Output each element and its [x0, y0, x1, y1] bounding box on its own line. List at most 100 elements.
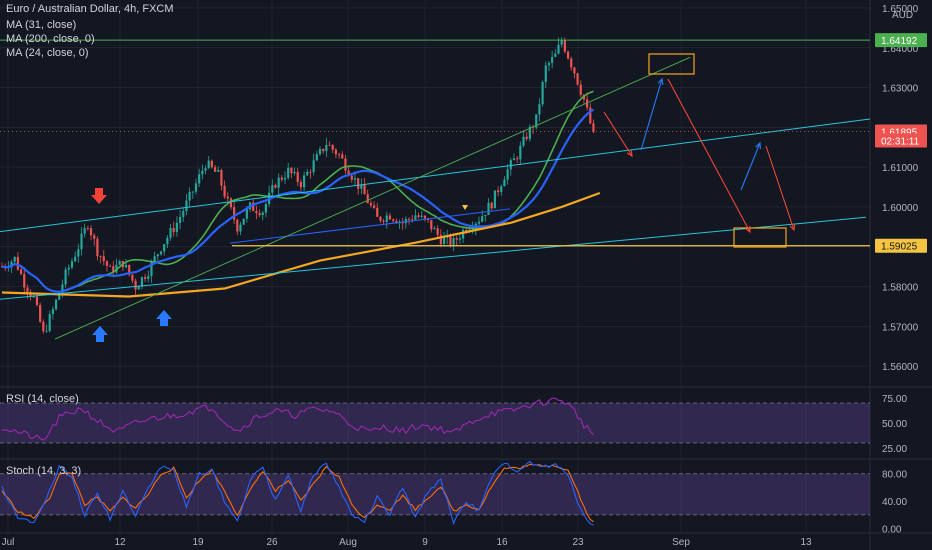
candle-up	[477, 221, 481, 224]
price-tag: 1.59025	[875, 238, 927, 253]
projection-arrow-down-1-head	[626, 149, 633, 158]
price-tick-label: 1.61000	[882, 163, 919, 174]
candle-down	[331, 144, 334, 150]
candle-down	[296, 171, 299, 182]
time-tick-label: 13	[800, 537, 812, 548]
time-tick-label: Jul	[2, 537, 15, 548]
projection-arrow-up-2-path	[740, 142, 761, 191]
candle-up	[404, 218, 407, 224]
candle-up	[325, 144, 328, 152]
candle-up	[67, 267, 70, 270]
candle-up	[51, 309, 54, 315]
rsi-label: RSI (14, close)	[6, 393, 79, 405]
candle-down	[392, 219, 395, 221]
candle-up	[557, 44, 560, 54]
candle-up	[433, 228, 436, 230]
candle-down	[213, 167, 217, 172]
stoch-tick-label: 80.00	[882, 470, 907, 481]
blue-trendline	[229, 208, 511, 244]
candle-up	[519, 145, 522, 160]
projection-arrow-down-2	[667, 78, 751, 234]
candle-down	[395, 220, 398, 224]
candle-up	[493, 190, 496, 209]
candle-down	[372, 205, 376, 208]
candle-down	[233, 207, 236, 220]
candle-up	[509, 160, 512, 170]
candle-down	[376, 207, 379, 217]
stoch-d-line	[1, 463, 594, 523]
candle-up	[554, 53, 557, 57]
candle-up	[74, 256, 77, 262]
candle-up	[287, 167, 290, 178]
candle-down	[436, 228, 439, 235]
candle-up	[13, 256, 16, 262]
candle-down	[290, 167, 293, 174]
sell-signal-arrow	[91, 188, 107, 204]
ma200-line	[1, 191, 601, 298]
candle-down	[134, 280, 137, 290]
candle-down	[19, 269, 23, 274]
candle-up	[303, 175, 306, 188]
price-tag-bg	[875, 238, 927, 253]
candle-up	[217, 169, 220, 172]
time-tick-label: 9	[422, 537, 428, 548]
candle-down	[430, 219, 433, 230]
candle-down	[309, 171, 312, 173]
candle-down	[105, 261, 109, 266]
rsi-tick-label: 75.00	[882, 394, 907, 405]
candle-down	[42, 321, 45, 332]
candle-up	[194, 183, 198, 192]
buy-signal-arrow-2-shape	[156, 310, 172, 326]
candle-down	[449, 235, 452, 245]
candle-down	[334, 149, 337, 155]
candle-down	[525, 136, 528, 139]
candle-up	[560, 40, 563, 45]
candle-down	[423, 215, 427, 219]
candle-down	[573, 67, 576, 74]
candle-down	[172, 227, 175, 232]
candle-down	[220, 169, 223, 186]
symbol-title: Euro / Australian Dollar, 4h, FXCM	[6, 3, 174, 15]
candle-up	[70, 261, 74, 268]
candle-down	[490, 202, 493, 209]
candle-up	[452, 238, 455, 245]
candle-down	[589, 107, 592, 124]
candle-up	[318, 148, 322, 155]
projection-arrow-up-1	[640, 77, 664, 151]
candle-up	[360, 184, 363, 189]
candle-down	[299, 181, 303, 188]
time-tick-label: Aug	[339, 537, 357, 548]
candle-up	[58, 293, 61, 300]
candle-up	[147, 276, 150, 279]
candle-up	[277, 177, 280, 188]
price-tick-label: 1.60000	[882, 203, 919, 214]
candle-up	[169, 227, 172, 238]
stoch-tick-label: 0.00	[882, 525, 902, 536]
price-tick-label: 1.63000	[882, 84, 919, 95]
sell-signal-arrow-shape	[91, 188, 107, 204]
candle-up	[420, 215, 423, 217]
candle-down	[363, 184, 366, 195]
time-tick-label: 19	[192, 537, 204, 548]
candle-up	[414, 215, 417, 220]
candle-up	[538, 104, 541, 115]
price-tick-label: 1.65000	[882, 4, 919, 15]
candle-up	[150, 261, 153, 277]
price-tag-label: 1.61895	[881, 128, 918, 139]
candle-down	[344, 158, 347, 171]
time-tick-label: 26	[266, 537, 278, 548]
candle-up	[271, 185, 274, 193]
candle-up	[182, 211, 185, 217]
time-tick-label: 16	[496, 537, 508, 548]
candle-down	[252, 202, 255, 212]
candle-up	[547, 62, 551, 66]
candle-up	[198, 174, 201, 184]
candle-up	[541, 81, 544, 105]
candle-up	[185, 200, 188, 212]
candle-up	[261, 212, 264, 216]
candle-down	[128, 264, 131, 275]
candle-down	[226, 196, 229, 199]
candle-up	[353, 178, 357, 180]
candle-down	[388, 215, 392, 220]
